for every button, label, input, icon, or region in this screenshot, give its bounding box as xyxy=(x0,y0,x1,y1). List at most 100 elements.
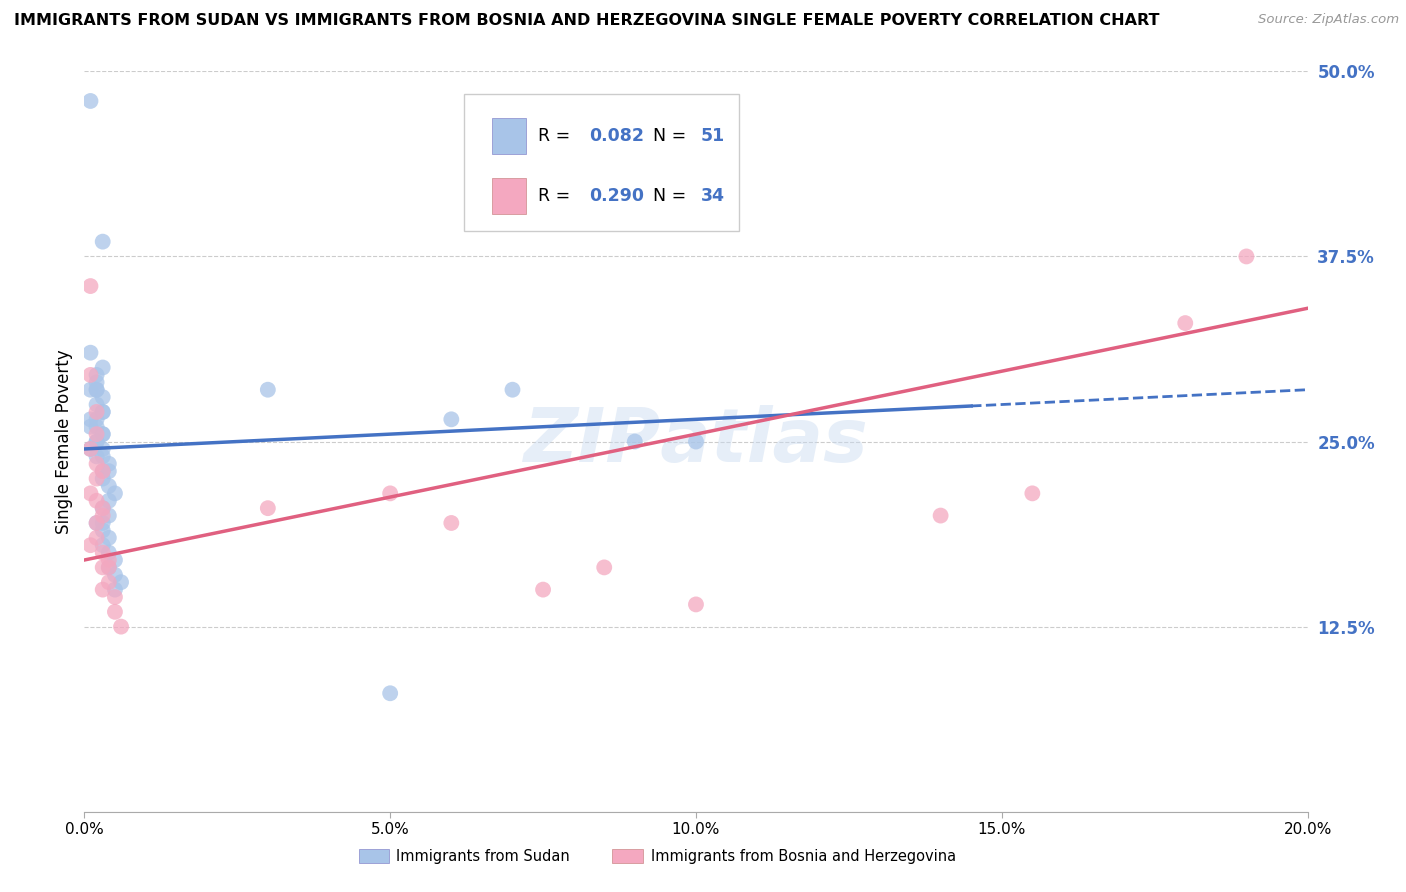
Point xyxy=(86,412,108,426)
Point xyxy=(91,390,114,404)
Point xyxy=(86,368,108,382)
Point xyxy=(86,471,108,485)
Point xyxy=(97,464,120,478)
Point xyxy=(104,582,127,597)
Point xyxy=(91,464,114,478)
Point xyxy=(86,457,108,471)
Text: Source: ZipAtlas.com: Source: ZipAtlas.com xyxy=(1258,13,1399,27)
Point xyxy=(91,427,114,442)
Text: R =: R = xyxy=(538,127,576,145)
Point xyxy=(86,531,108,545)
Point xyxy=(104,605,127,619)
Point xyxy=(91,524,114,538)
Point xyxy=(624,434,647,449)
Text: IMMIGRANTS FROM SUDAN VS IMMIGRANTS FROM BOSNIA AND HERZEGOVINA SINGLE FEMALE PO: IMMIGRANTS FROM SUDAN VS IMMIGRANTS FROM… xyxy=(14,13,1160,29)
Point xyxy=(91,427,114,442)
Point xyxy=(79,486,101,500)
Point xyxy=(91,471,114,485)
Point xyxy=(97,479,120,493)
Point xyxy=(97,575,120,590)
Point xyxy=(91,546,114,560)
Y-axis label: Single Female Poverty: Single Female Poverty xyxy=(55,350,73,533)
Point xyxy=(685,598,707,612)
Point xyxy=(91,405,114,419)
Point xyxy=(79,412,101,426)
Point xyxy=(86,516,108,530)
Point xyxy=(86,405,108,419)
Point xyxy=(79,442,101,456)
Point xyxy=(97,508,120,523)
Point xyxy=(104,590,127,604)
Text: N =: N = xyxy=(643,127,692,145)
Point xyxy=(86,434,108,449)
Point xyxy=(110,619,132,633)
Point xyxy=(91,501,114,516)
Text: 51: 51 xyxy=(700,127,725,145)
Point xyxy=(86,434,108,449)
Text: 0.082: 0.082 xyxy=(589,127,644,145)
Point xyxy=(79,279,101,293)
Point xyxy=(79,383,101,397)
Text: R =: R = xyxy=(538,186,576,205)
Point xyxy=(86,450,108,464)
Point xyxy=(97,546,120,560)
Point xyxy=(91,360,114,375)
Point xyxy=(91,538,114,552)
Point xyxy=(86,383,108,397)
Point xyxy=(91,405,114,419)
Point xyxy=(104,567,127,582)
FancyBboxPatch shape xyxy=(492,178,526,213)
Point xyxy=(97,493,120,508)
Point xyxy=(257,501,280,516)
Point xyxy=(104,553,127,567)
Point xyxy=(86,383,108,397)
Point xyxy=(86,493,108,508)
Text: ZIP​atlas: ZIP​atlas xyxy=(523,405,869,478)
Point xyxy=(91,508,114,523)
Point xyxy=(593,560,616,574)
Point xyxy=(79,345,101,359)
Point xyxy=(440,516,463,530)
Point xyxy=(1174,316,1197,330)
Point xyxy=(929,508,952,523)
Point xyxy=(110,575,132,590)
Point xyxy=(97,553,120,567)
Point xyxy=(86,419,108,434)
Point xyxy=(91,560,114,574)
Point xyxy=(86,376,108,390)
Text: Immigrants from Bosnia and Herzegovina: Immigrants from Bosnia and Herzegovina xyxy=(651,849,956,863)
Point xyxy=(531,582,554,597)
FancyBboxPatch shape xyxy=(464,94,738,230)
Point xyxy=(79,538,101,552)
Point xyxy=(91,442,114,456)
Point xyxy=(86,516,108,530)
Point xyxy=(380,486,402,500)
Point xyxy=(86,398,108,412)
Point xyxy=(91,501,114,516)
Point xyxy=(97,560,120,574)
FancyBboxPatch shape xyxy=(492,118,526,153)
Point xyxy=(97,531,120,545)
Point xyxy=(1236,250,1258,264)
Point xyxy=(502,383,524,397)
Point xyxy=(86,427,108,442)
Point xyxy=(97,457,120,471)
Point xyxy=(91,516,114,530)
Point xyxy=(79,94,101,108)
Point xyxy=(685,434,707,449)
Point xyxy=(97,560,120,574)
Point xyxy=(257,383,280,397)
Text: Immigrants from Sudan: Immigrants from Sudan xyxy=(396,849,571,863)
Point xyxy=(380,686,402,700)
Point xyxy=(91,582,114,597)
Point xyxy=(91,235,114,249)
Text: 0.290: 0.290 xyxy=(589,186,644,205)
Point xyxy=(91,464,114,478)
Point xyxy=(79,419,101,434)
Point xyxy=(79,442,101,456)
Point xyxy=(79,368,101,382)
Point xyxy=(104,486,127,500)
Point xyxy=(1021,486,1043,500)
Text: 34: 34 xyxy=(700,186,725,205)
Text: N =: N = xyxy=(643,186,692,205)
